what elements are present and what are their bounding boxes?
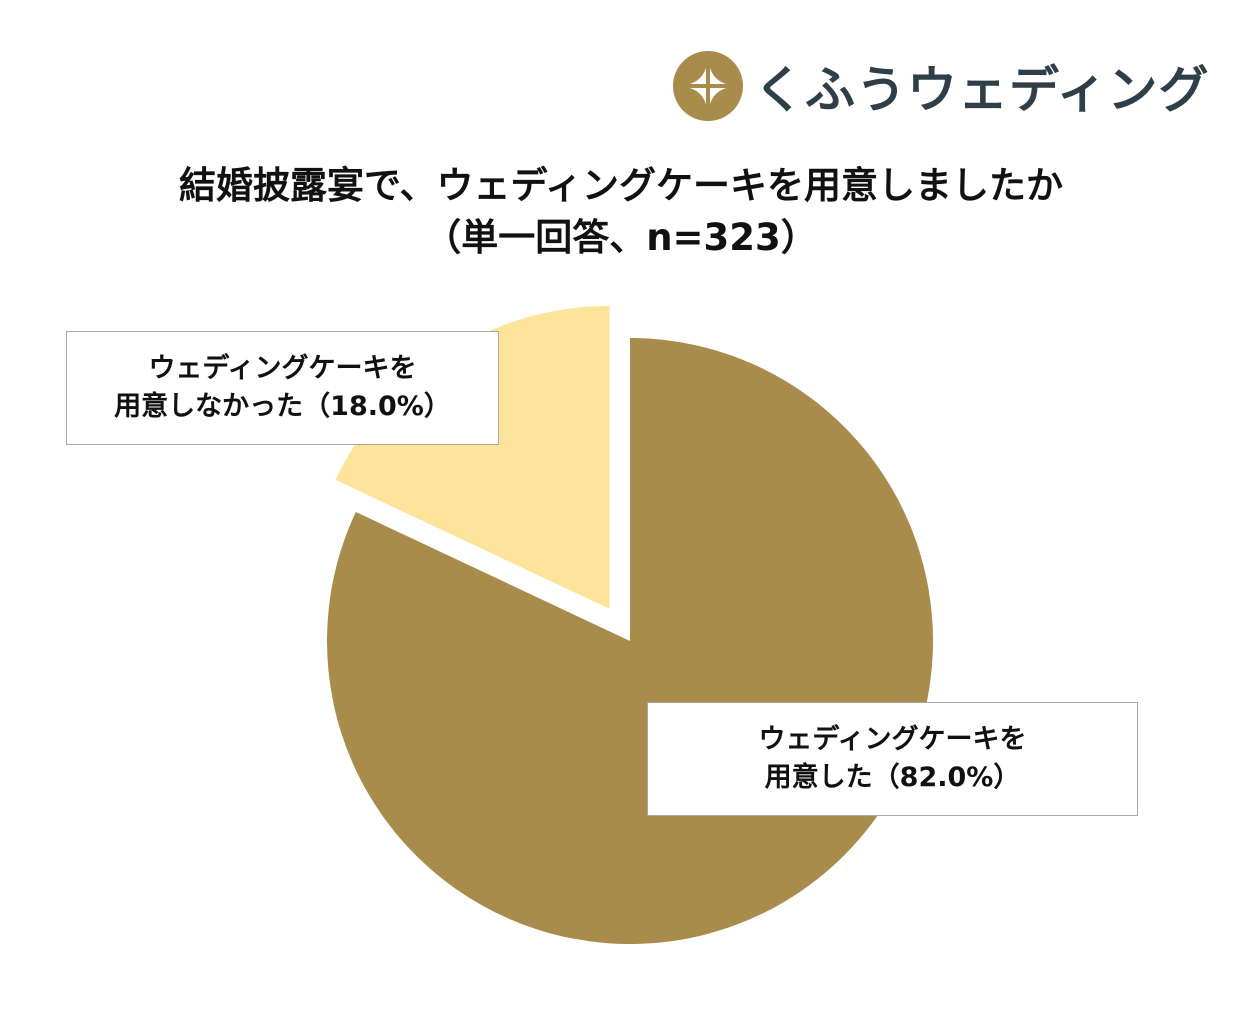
pie-slice-not-prepared: [335, 305, 610, 609]
slice-label-prepared-line2: 用意した（82.0%）: [764, 762, 1021, 793]
slice-label-not-prepared: ウェディングケーキを 用意しなかった（18.0%）: [66, 331, 499, 445]
brand-logo: くふうウェディング: [672, 46, 1210, 126]
chart-title-line2: （単一回答、n=323）: [424, 216, 818, 259]
slice-label-not-prepared-line2: 用意しなかった（18.0%）: [114, 391, 451, 422]
chart-title: 結婚披露宴で、ウェディングケーキを用意しましたか （単一回答、n=323）: [0, 160, 1242, 264]
compass-star-icon: [673, 51, 743, 121]
slice-label-prepared: ウェディングケーキを 用意した（82.0%）: [647, 702, 1138, 816]
slice-label-prepared-line1: ウェディングケーキを: [758, 724, 1027, 755]
chart-title-line1: 結婚披露宴で、ウェディングケーキを用意しましたか: [179, 164, 1063, 207]
brand-name: くふうウェディング: [754, 61, 1210, 119]
slice-label-not-prepared-line1: ウェディングケーキを: [148, 353, 417, 384]
